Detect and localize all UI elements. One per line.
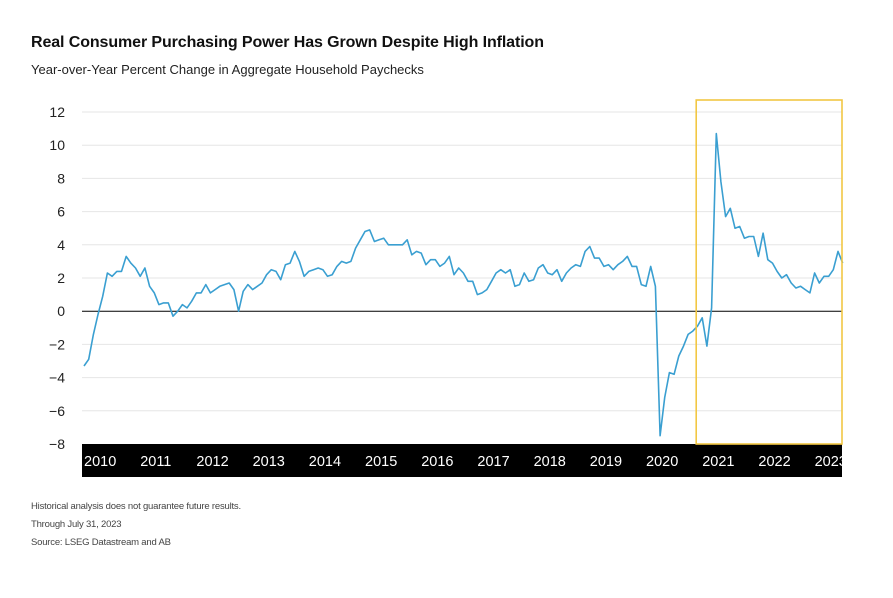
y-tick-label: −4 [49, 370, 65, 386]
through-date-note: Through July 31, 2023 [31, 519, 122, 530]
y-tick-label: 2 [57, 270, 65, 286]
footnotes: Historical analysis does not guarantee f… [31, 498, 241, 552]
x-tick-label: 2015 [365, 454, 397, 470]
source-note: Source: LSEG Datastream and AB [31, 537, 171, 548]
y-tick-label: 6 [57, 204, 65, 220]
disclaimer-note: Historical analysis does not guarantee f… [31, 501, 241, 512]
y-tick-label: −6 [49, 403, 65, 419]
highlight-box [695, 99, 843, 445]
x-tick-label: 2010 [84, 454, 116, 470]
x-tick-label: 2012 [196, 454, 228, 470]
chart-subtitle: Year-over-Year Percent Change in Aggrega… [31, 62, 424, 77]
x-tick-label: 2018 [534, 454, 566, 470]
x-tick-label: 2021 [702, 454, 734, 470]
x-tick-label: 2016 [421, 454, 453, 470]
x-axis-labels: 2010 2011 2012 2013 2014 2015 2016 2017 2018 2019… [84, 454, 847, 470]
x-tick-label: 2014 [309, 454, 341, 470]
x-tick-label: 2017 [477, 454, 509, 470]
x-tick-label: 2011 [140, 454, 171, 470]
x-tick-label: 2013 [253, 454, 285, 470]
y-axis-labels: 12 10 8 6 4 2 0 −2 −4 −6 −8 [49, 104, 65, 452]
y-tick-label: 10 [49, 137, 65, 153]
y-tick-label: 4 [57, 237, 65, 253]
chart-title: Real Consumer Purchasing Power Has Grown… [31, 34, 544, 51]
gridlines [82, 111, 842, 412]
y-tick-label: 0 [57, 303, 65, 319]
x-tick-label: 2020 [646, 454, 678, 470]
series-line [83, 132, 844, 437]
x-tick-label: 2023 [815, 454, 847, 470]
x-tick-label: 2022 [758, 454, 790, 470]
x-axis-band [82, 444, 842, 477]
y-tick-label: −8 [49, 436, 65, 452]
y-tick-label: −2 [49, 336, 65, 352]
y-tick-label: 12 [49, 104, 65, 120]
y-tick-label: 8 [57, 170, 65, 186]
x-tick-label: 2019 [590, 454, 622, 470]
